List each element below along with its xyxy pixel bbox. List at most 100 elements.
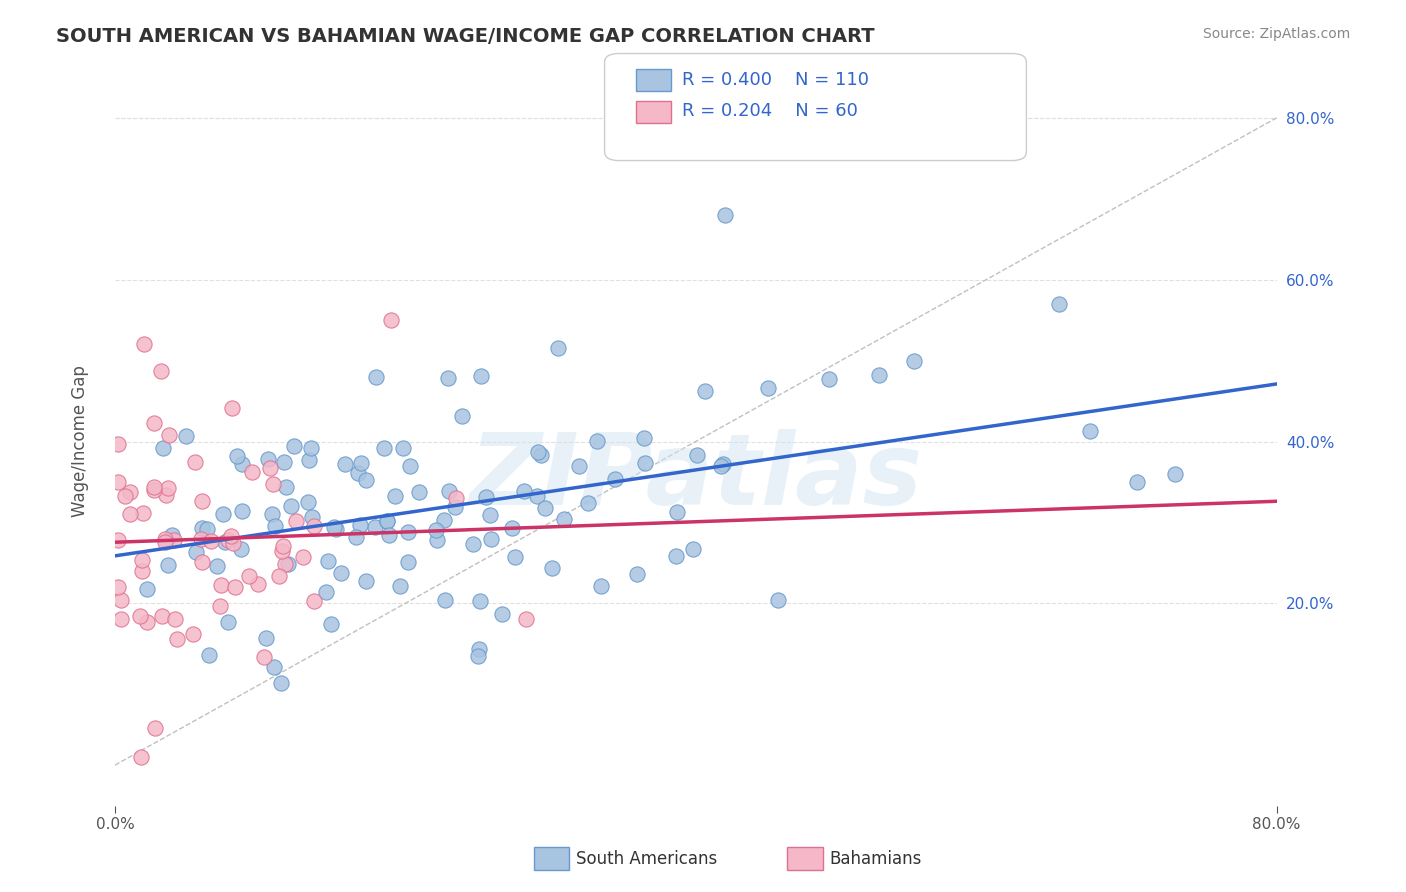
South Americans [198, 648, 221, 662]
Bahamians [150, 363, 173, 377]
South Americans [503, 550, 526, 565]
South Americans [157, 558, 180, 572]
Bahamians [271, 539, 294, 553]
South Americans [568, 459, 591, 474]
Bahamians [110, 592, 132, 607]
Text: ZIPatlas: ZIPatlas [470, 429, 922, 526]
South Americans [553, 512, 575, 526]
South Americans [481, 532, 503, 546]
South Americans [541, 561, 564, 575]
South Americans [526, 489, 548, 503]
Bahamians [222, 536, 245, 550]
Y-axis label: Wage/Income Gap: Wage/Income Gap [72, 366, 89, 517]
South Americans [329, 566, 352, 581]
Bahamians [190, 533, 212, 547]
South Americans [491, 607, 513, 621]
South Americans [470, 368, 492, 383]
South Americans [231, 504, 253, 518]
South Americans [396, 555, 419, 569]
South Americans [408, 484, 430, 499]
South Americans [366, 369, 388, 384]
Text: Bahamians: Bahamians [830, 850, 922, 868]
South Americans [768, 593, 790, 607]
Bahamians [107, 437, 129, 451]
South Americans [425, 523, 447, 537]
South Americans [346, 466, 368, 480]
South Americans [260, 508, 283, 522]
South Americans [136, 582, 159, 596]
South Americans [214, 534, 236, 549]
South Americans [354, 473, 377, 487]
Bahamians [153, 535, 176, 549]
Bahamians [269, 569, 291, 583]
Bahamians [157, 428, 180, 442]
Bahamians [284, 515, 307, 529]
Bahamians [380, 313, 402, 327]
South Americans [333, 457, 356, 471]
Text: Source: ZipAtlas.com: Source: ZipAtlas.com [1202, 27, 1350, 41]
Bahamians [132, 337, 155, 351]
Bahamians [166, 632, 188, 647]
South Americans [468, 641, 491, 656]
South Americans [603, 472, 626, 486]
South Americans [263, 518, 285, 533]
South Americans [301, 510, 323, 524]
South Americans [711, 458, 734, 472]
Bahamians [200, 534, 222, 549]
South Americans [373, 441, 395, 455]
Bahamians [107, 533, 129, 547]
Bahamians [131, 564, 153, 578]
Bahamians [302, 594, 325, 608]
South Americans [191, 520, 214, 534]
Bahamians [165, 612, 187, 626]
South Americans [297, 495, 319, 509]
South Americans [478, 508, 501, 523]
South Americans [319, 617, 342, 632]
South Americans [586, 434, 609, 448]
South Americans [298, 452, 321, 467]
Bahamians [219, 529, 242, 543]
South Americans [277, 558, 299, 572]
Bahamians [142, 483, 165, 497]
Bahamians [515, 612, 537, 626]
Bahamians [163, 533, 186, 547]
South Americans [903, 353, 925, 368]
South Americans [682, 541, 704, 556]
South Americans [276, 480, 298, 494]
South Americans [433, 592, 456, 607]
Bahamians [444, 491, 467, 506]
Bahamians [291, 550, 314, 565]
South Americans [205, 559, 228, 574]
South Americans [818, 371, 841, 385]
Bahamians [217, 533, 239, 547]
South Americans [474, 490, 496, 504]
Bahamians [221, 401, 243, 416]
Bahamians [131, 750, 153, 764]
South Americans [463, 537, 485, 551]
Bahamians [259, 461, 281, 475]
South Americans [229, 541, 252, 556]
South Americans [152, 441, 174, 455]
South Americans [273, 455, 295, 469]
Bahamians [190, 555, 212, 569]
South Americans [468, 594, 491, 608]
South Americans [257, 452, 280, 467]
Bahamians [224, 580, 246, 594]
South Americans [263, 660, 285, 674]
South Americans [513, 484, 536, 499]
South Americans [443, 500, 465, 515]
South Americans [270, 676, 292, 690]
Bahamians [262, 477, 284, 491]
South Americans [433, 513, 456, 527]
Bahamians [181, 626, 204, 640]
Bahamians [209, 578, 232, 592]
Bahamians [302, 518, 325, 533]
Text: SOUTH AMERICAN VS BAHAMIAN WAGE/INCOME GAP CORRELATION CHART: SOUTH AMERICAN VS BAHAMIAN WAGE/INCOME G… [56, 27, 875, 45]
South Americans [195, 522, 218, 536]
South Americans [533, 500, 555, 515]
South Americans [633, 431, 655, 445]
South Americans [634, 456, 657, 470]
South Americans [283, 439, 305, 453]
Bahamians [157, 481, 180, 495]
Bahamians [191, 494, 214, 508]
